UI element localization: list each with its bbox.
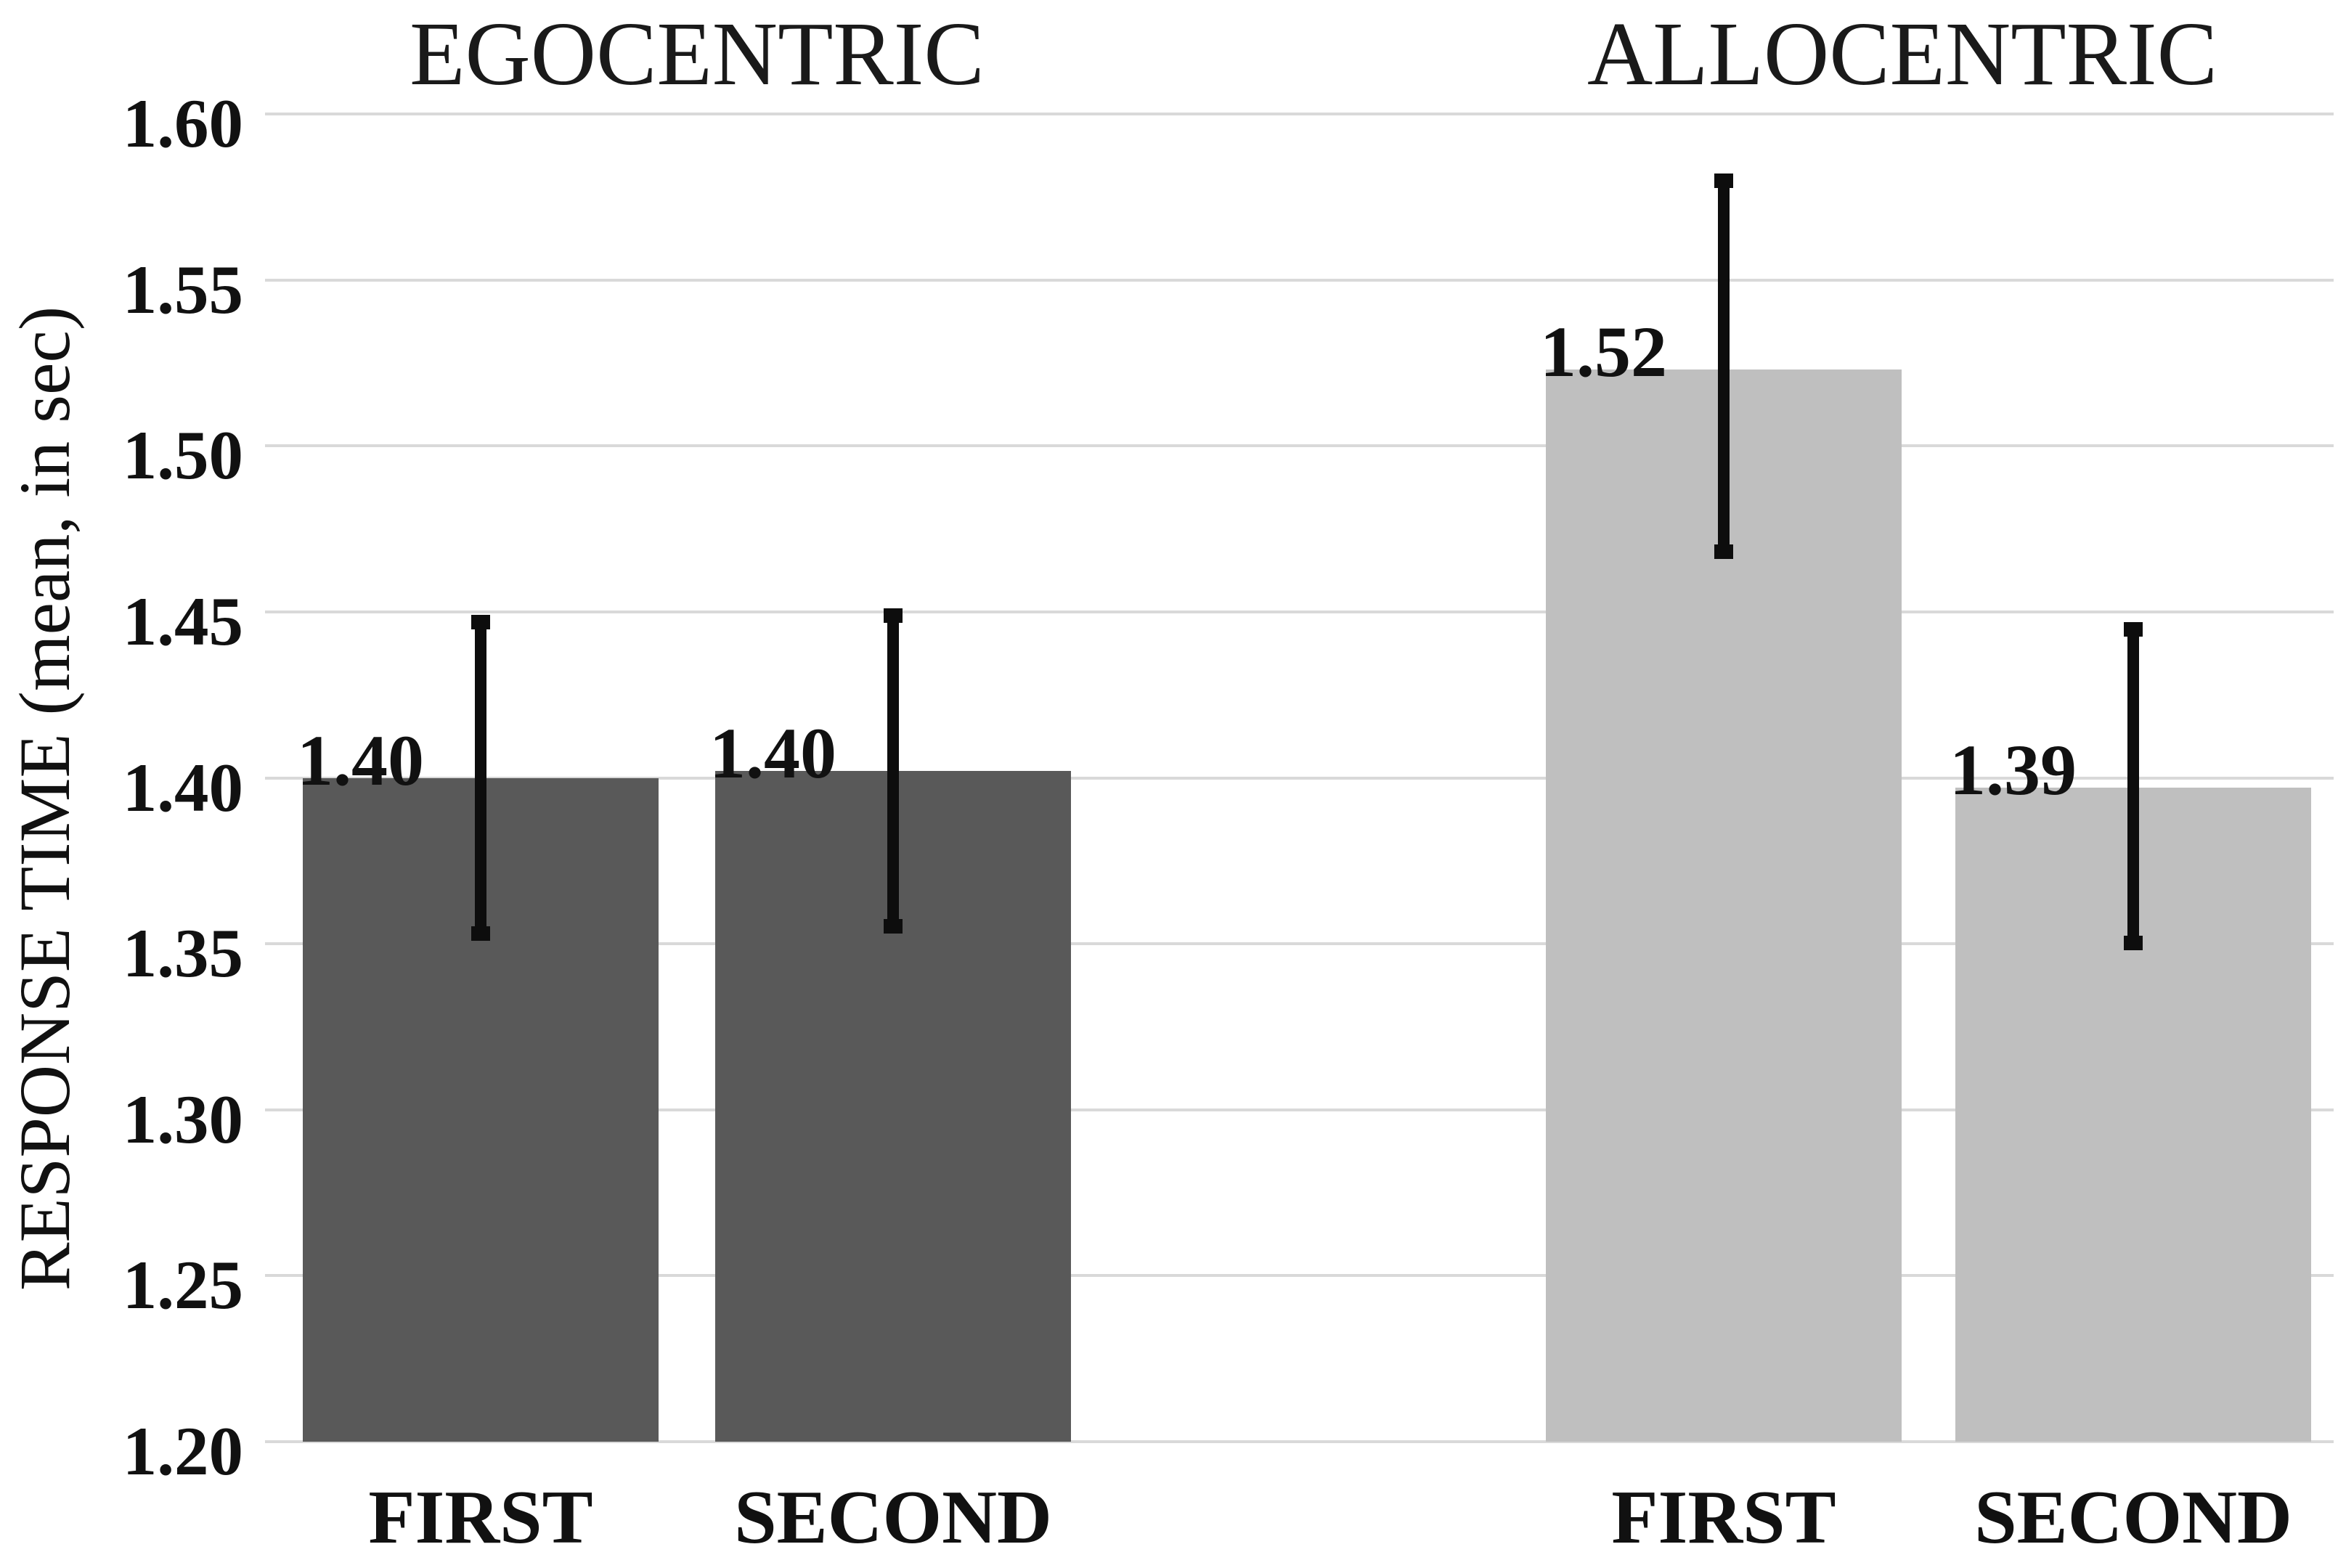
error-bar-line [887, 608, 899, 934]
gridline-1.55 [265, 278, 2334, 282]
bar-value-label-3: 1.39 [1950, 730, 2077, 811]
y-tick-label-1.50: 1.50 [122, 417, 243, 494]
gridline-1.40 [265, 776, 2334, 780]
error-bar-cap-bottom [884, 919, 903, 934]
gridline-1.30 [265, 1108, 2334, 1111]
y-tick-label-1.40: 1.40 [122, 748, 243, 826]
bar-value-label-2: 1.52 [1540, 311, 1667, 393]
y-tick-label-1.45: 1.45 [122, 582, 243, 660]
gridline-1.20 [265, 1440, 2334, 1443]
gridline-1.25 [265, 1274, 2334, 1278]
gridline-1.35 [265, 942, 2334, 946]
bar-value-label-0: 1.40 [297, 719, 424, 801]
group-title-allocentric: ALLOCENTRIC [1587, 4, 2217, 105]
gridline-1.50 [265, 444, 2334, 448]
group-title-egocentric: EGOCENTRIC [410, 4, 985, 105]
error-bar-cap-top [2124, 621, 2143, 637]
y-tick-label-1.25: 1.25 [122, 1246, 243, 1324]
gridline-1.45 [265, 610, 2334, 613]
error-bar-cap-bottom [1714, 544, 1733, 559]
error-bar-line [2127, 621, 2139, 951]
error-bar-cap-bottom [471, 926, 490, 941]
error-bar-line [1718, 173, 1730, 559]
y-tick-label-1.30: 1.30 [122, 1080, 243, 1158]
error-bar-cap-bottom [2124, 936, 2143, 951]
error-bar-1 [884, 608, 903, 934]
error-bar-cap-top [471, 615, 490, 630]
error-bar-cap-top [884, 608, 903, 624]
x-tick-label-0-first: FIRST [368, 1474, 593, 1559]
bar-value-label-1: 1.40 [709, 713, 836, 794]
y-tick-label-1.20: 1.20 [122, 1413, 243, 1490]
x-tick-label-2-first: FIRST [1611, 1474, 1836, 1559]
x-tick-label-3-second: SECOND [1974, 1474, 2292, 1559]
error-bar-0 [471, 615, 490, 941]
gridline-1.60 [265, 113, 2334, 115]
error-bar-cap-top [1714, 173, 1733, 189]
y-tick-label-1.55: 1.55 [122, 250, 243, 328]
error-bar-2 [1714, 173, 1733, 559]
y-tick-label-1.60: 1.60 [122, 85, 243, 162]
y-tick-label-1.35: 1.35 [122, 915, 243, 992]
error-bar-3 [2124, 621, 2143, 951]
error-bar-line [475, 615, 486, 941]
x-tick-label-1-second: SECOND [734, 1474, 1052, 1559]
